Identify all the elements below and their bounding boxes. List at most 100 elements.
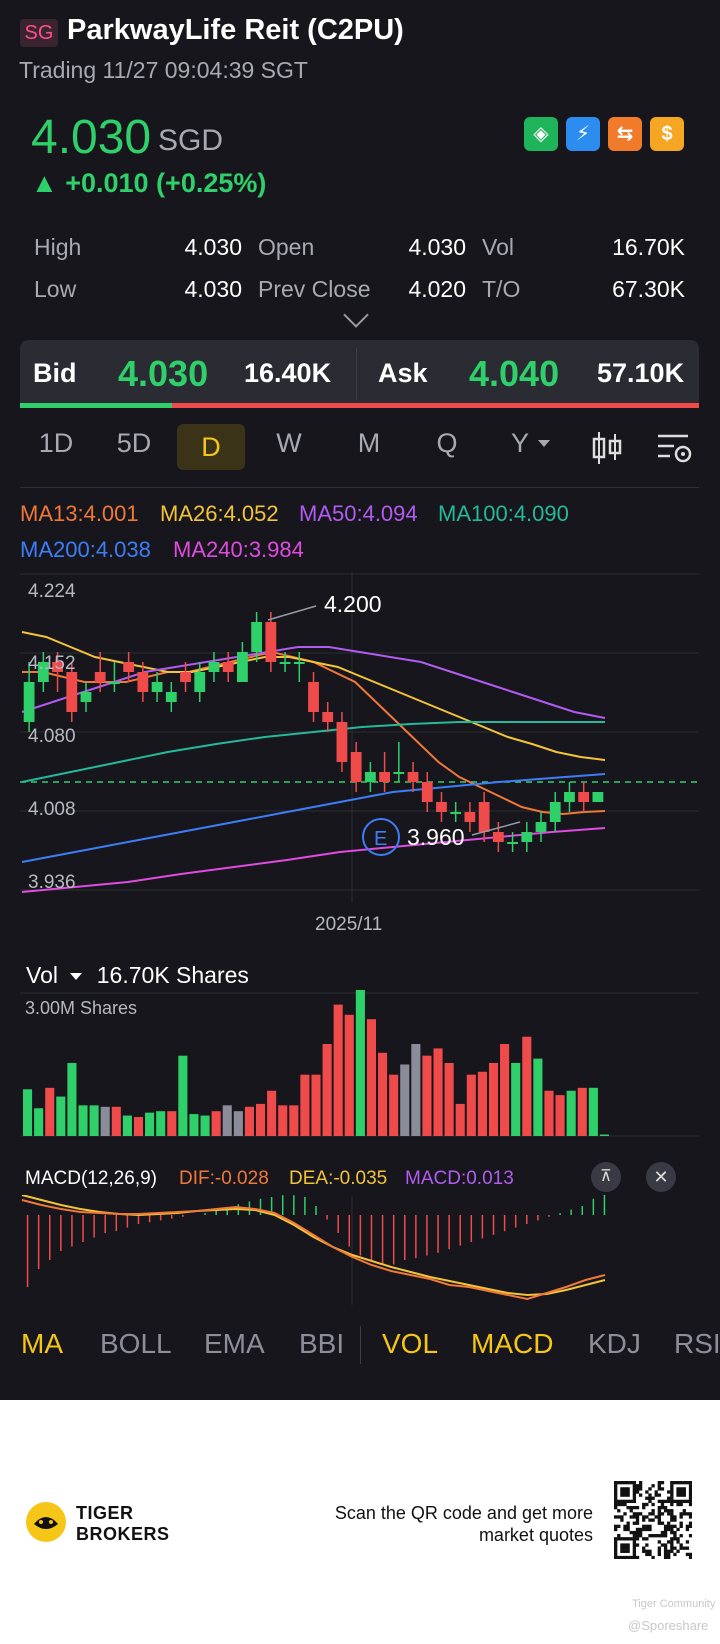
bid-ask-divider [356, 348, 357, 400]
qr-module [673, 1552, 677, 1557]
qr-module [614, 1552, 618, 1557]
qr-module [614, 1499, 618, 1504]
tab-vol[interactable]: VOL [382, 1328, 439, 1359]
swap-icon[interactable]: ⇆ [608, 117, 642, 151]
qr-module [638, 1487, 643, 1491]
qr-module [660, 1530, 665, 1535]
qr-module [663, 1534, 668, 1538]
volume-bar [167, 1111, 177, 1136]
qr-module [651, 1512, 655, 1516]
qr-module [679, 1512, 683, 1516]
qr-module [670, 1502, 674, 1507]
low-value: 4.030 [184, 276, 242, 302]
dif-line [21, 1199, 606, 1301]
candle-type-icon[interactable] [590, 430, 624, 466]
pin-top-icon[interactable]: ⊼ [591, 1162, 621, 1192]
volume-bar [100, 1106, 110, 1136]
qr-module [635, 1512, 640, 1516]
candlestick-chart[interactable]: 4.224 4.152 4.080 4.008 3.936 4.200 E 3.… [0, 572, 720, 942]
qr-module [676, 1540, 680, 1544]
volume-bar [433, 1048, 443, 1136]
tab-y[interactable]: Y [510, 428, 529, 458]
qr-module [667, 1499, 671, 1504]
tab-1d[interactable]: 1D [38, 428, 74, 458]
qr-module [635, 1487, 640, 1491]
tab-5d[interactable]: 5D [116, 428, 152, 458]
qr-module [638, 1484, 643, 1488]
qr-module [673, 1524, 677, 1528]
tab-m[interactable]: M [357, 428, 381, 458]
qr-module [620, 1543, 624, 1547]
qr-module [667, 1524, 671, 1528]
dollar-icon[interactable]: $ [650, 117, 684, 151]
tab-ma[interactable]: MA [21, 1328, 63, 1359]
qr-module [663, 1530, 668, 1535]
macd-chart[interactable] [0, 1195, 720, 1305]
qr-module [679, 1487, 683, 1491]
qr-module [626, 1487, 630, 1491]
qr-module [657, 1549, 661, 1553]
tab-boll[interactable]: BOLL [100, 1328, 172, 1359]
qr-module [688, 1490, 692, 1494]
qr-module [670, 1512, 674, 1516]
qr-module [673, 1537, 677, 1541]
close-icon[interactable]: ✕ [646, 1162, 676, 1192]
qr-code [614, 1481, 692, 1559]
qr-module [676, 1549, 680, 1553]
low-marker: 3.960 [407, 824, 465, 850]
qr-module [632, 1543, 637, 1547]
qr-module [620, 1546, 624, 1550]
qr-module [645, 1490, 649, 1494]
volume-bar [133, 1117, 144, 1136]
ask-label: Ask [378, 358, 428, 388]
qr-module [632, 1555, 637, 1559]
volume-bar [34, 1108, 44, 1136]
qr-module [682, 1499, 686, 1504]
volume-bar [111, 1106, 121, 1136]
candle-body [564, 792, 575, 802]
cash-hand-icon[interactable]: ◈ [524, 117, 558, 151]
qr-module [632, 1496, 637, 1500]
qr-module [670, 1537, 674, 1541]
qr-module [623, 1499, 627, 1504]
tab-rsi[interactable]: RSI [674, 1328, 720, 1359]
qr-module [679, 1534, 683, 1538]
earnings-marker-icon[interactable] [362, 818, 400, 856]
period-dropdown-icon[interactable] [538, 440, 550, 447]
qr-module [663, 1549, 668, 1553]
qr-module [614, 1546, 618, 1550]
tab-separator [360, 1326, 361, 1364]
open-label: Open [258, 234, 315, 260]
qr-module [626, 1493, 630, 1497]
tab-w[interactable]: W [276, 428, 302, 458]
qr-module [685, 1481, 690, 1485]
candle-body [478, 802, 490, 832]
candle-body [194, 672, 206, 692]
vol-section-header[interactable]: Vol 16.70K Shares [26, 962, 249, 989]
chart-settings-icon[interactable] [656, 432, 694, 466]
tab-ema[interactable]: EMA [204, 1328, 265, 1359]
volume-chart[interactable] [0, 990, 720, 1140]
tab-q[interactable]: Q [436, 428, 458, 458]
lightning-icon[interactable]: ⚡ [566, 117, 600, 151]
qr-module [620, 1518, 624, 1522]
qr-module [657, 1546, 661, 1550]
tab-kdj[interactable]: KDJ [588, 1328, 641, 1359]
volume-bar [333, 1004, 343, 1136]
vol-dropdown-icon[interactable] [70, 973, 83, 980]
tab-macd[interactable]: MACD [471, 1328, 554, 1359]
volume-bar [178, 1055, 188, 1136]
qr-module [620, 1481, 624, 1485]
qr-module [688, 1481, 692, 1485]
qr-module [667, 1540, 671, 1544]
qr-module [617, 1481, 621, 1485]
qr-module [614, 1487, 618, 1491]
volume-bar [366, 1019, 377, 1136]
volume-bar [211, 1111, 221, 1136]
qr-module [642, 1502, 646, 1507]
qr-module [670, 1518, 674, 1522]
tab-d[interactable]: D [177, 424, 245, 470]
qr-module [688, 1524, 692, 1528]
tab-bbi[interactable]: BBI [299, 1328, 345, 1359]
qr-module [676, 1527, 680, 1532]
